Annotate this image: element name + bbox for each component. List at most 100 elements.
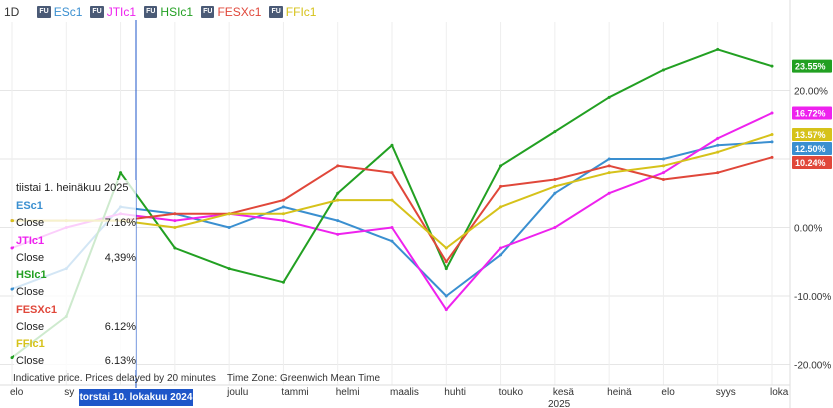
- data-point: [444, 294, 448, 298]
- tooltip-close-label: Close: [16, 320, 45, 333]
- data-point: [716, 150, 720, 154]
- last-value-labels: 23.55% 16.72% 13.57% 12.50% 10.24%: [792, 59, 832, 170]
- x-tick-label: syys: [716, 387, 736, 398]
- x-tick-label: kesä: [553, 387, 575, 398]
- data-point: [661, 171, 665, 175]
- x-tick-label: elo: [661, 387, 675, 398]
- data-point: [390, 143, 394, 147]
- futures-badge: FU: [90, 6, 104, 18]
- y-tick-label: -10.00%: [794, 292, 831, 303]
- legend-item-jtic1[interactable]: FU JTIc1: [90, 5, 136, 19]
- data-point: [553, 191, 557, 195]
- tooltip-close-value: 7.16%: [104, 217, 136, 229]
- legend-item-fesxc1[interactable]: FU FESXc1: [201, 5, 261, 19]
- x-tick-label: maalis: [390, 387, 419, 398]
- last-value-text: 23.55%: [795, 62, 826, 72]
- data-point: [770, 155, 774, 159]
- interval-label[interactable]: 1D: [4, 5, 20, 19]
- chart-footer: Indicative price. Prices delayed by 20 m…: [13, 373, 380, 384]
- data-point: [770, 140, 774, 144]
- data-point: [444, 246, 448, 250]
- last-value-text: 10.24%: [795, 158, 826, 168]
- data-point: [661, 178, 665, 182]
- last-value-badge: [792, 59, 832, 73]
- legend-item-hsic1[interactable]: FU HSIc1: [144, 5, 193, 19]
- tooltip-close-label: Close: [16, 286, 45, 298]
- legend-name: FESXc1: [217, 5, 262, 19]
- last-value-badge: [792, 142, 832, 156]
- tooltip-close-label: Close: [16, 251, 45, 264]
- data-point: [553, 184, 557, 188]
- data-point: [336, 219, 340, 223]
- x-tick-label: helmi: [336, 387, 360, 398]
- tooltip-close-value: 4,39%: [104, 251, 136, 264]
- chart-grid: [0, 0, 791, 408]
- last-value-text: 12.50%: [795, 144, 826, 154]
- tooltip-close-row: Close 6.12%: [16, 321, 136, 337]
- tooltip-panel: tiistai 1. heinäkuu 2025 ESc1 Close 7.16% J…: [14, 180, 136, 370]
- year-label: 2025: [548, 399, 571, 408]
- data-point: [553, 225, 557, 229]
- tooltip-close-label: Close: [16, 217, 45, 229]
- data-point: [336, 191, 340, 195]
- legend-name: HSIc1: [160, 5, 194, 19]
- data-point: [499, 253, 503, 257]
- data-point: [444, 260, 448, 264]
- legend-name: JTIc1: [106, 5, 137, 19]
- futures-badge: FU: [37, 6, 51, 18]
- x-tick-label: sy: [64, 387, 74, 398]
- data-point: [281, 219, 285, 223]
- tooltip-close-row: Close: [16, 286, 136, 302]
- data-point: [770, 133, 774, 137]
- data-point: [390, 198, 394, 202]
- timezone-note: Time Zone: Greenwich Mean Time: [227, 373, 381, 384]
- data-point: [227, 212, 231, 216]
- data-point: [716, 47, 720, 51]
- data-point: [390, 171, 394, 175]
- legend-item-ffic1[interactable]: FU FFIc1: [269, 5, 316, 19]
- data-point: [336, 232, 340, 236]
- tooltip-date: tiistai 1. heinäkuu 2025: [16, 182, 129, 194]
- tooltip-series-hsic1: HSIc1: [16, 269, 47, 281]
- data-point: [553, 178, 557, 182]
- data-point: [444, 308, 448, 312]
- data-point: [607, 157, 611, 161]
- tooltip-close-row: Close 6.13%: [16, 355, 136, 371]
- data-point: [716, 143, 720, 147]
- data-point: [281, 280, 285, 284]
- chart-series: [10, 47, 774, 360]
- last-value-badge: [792, 128, 832, 142]
- legend-name: FFIc1: [285, 5, 317, 19]
- data-point: [444, 267, 448, 271]
- data-point: [281, 198, 285, 202]
- data-point: [336, 198, 340, 202]
- indicative-price-note: Indicative price. Prices delayed by 20 m…: [13, 373, 216, 384]
- tooltip-close-row: Close 7.16%: [16, 217, 136, 233]
- data-point: [661, 164, 665, 168]
- futures-badge: FU: [201, 6, 215, 18]
- data-point: [119, 171, 123, 175]
- legend-item-esc1[interactable]: FU ESc1: [37, 5, 82, 19]
- futures-badge: FU: [269, 6, 283, 18]
- data-point: [390, 239, 394, 243]
- x-tick-label: loka: [770, 387, 789, 398]
- x-tick-label: elo: [10, 387, 24, 398]
- data-point: [499, 164, 503, 168]
- data-point: [390, 225, 394, 229]
- data-point: [173, 212, 177, 216]
- data-point: [716, 171, 720, 175]
- data-point: [10, 219, 14, 223]
- last-value-text: 16.72%: [795, 108, 826, 118]
- data-point: [227, 225, 231, 229]
- data-point: [499, 246, 503, 250]
- x-tick-label: tammi: [281, 387, 308, 398]
- tooltip-series-esc1: ESc1: [16, 200, 43, 212]
- data-point: [173, 225, 177, 229]
- last-value-badge: [792, 156, 832, 170]
- data-point: [770, 64, 774, 68]
- y-tick-label: 20.00%: [794, 86, 828, 97]
- tooltip-close-row: Close 4,39%: [16, 252, 136, 268]
- tooltip-series-ffic1: FFIc1: [16, 338, 45, 350]
- data-point: [499, 184, 503, 188]
